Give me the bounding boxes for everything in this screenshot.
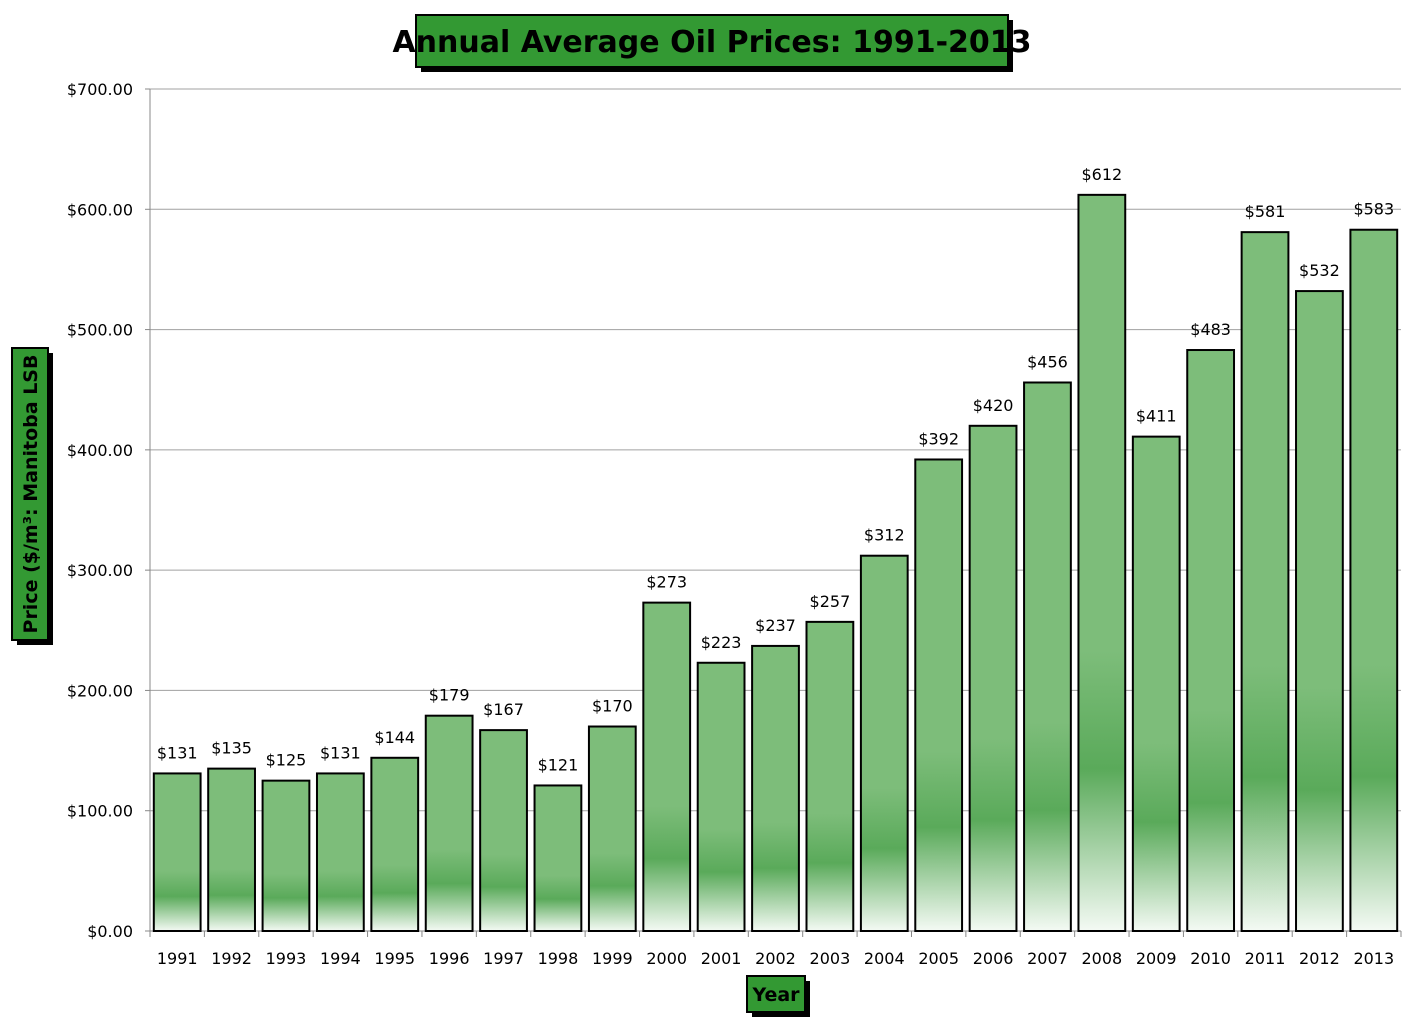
bar-2009 [1131, 435, 1181, 932]
bar-2010 [1186, 349, 1236, 932]
y-tick-label: $300.00 [67, 561, 133, 580]
bar-2013 [1349, 228, 1399, 932]
x-tick-label: 1992 [211, 949, 252, 968]
bar-2005 [914, 458, 964, 932]
data-labels: $131 $135 $125 $131 $144 $179 $167 $121 $170 $273… [157, 165, 1394, 775]
data-label-2005: $392 [918, 429, 959, 448]
x-axis-ticks: 1991 1992 1993 1994 1995 1996 1997 1998 1999 2000… [149, 931, 1402, 968]
x-tick-label: 2006 [973, 949, 1014, 968]
x-tick-label: 1994 [320, 949, 361, 968]
data-label-2003: $257 [810, 592, 851, 611]
x-axis-title: Year [751, 984, 800, 1006]
x-tick-label: 2007 [1027, 949, 1068, 968]
bar-1999 [587, 725, 637, 932]
chart-title: Annual Average Oil Prices: 1991-2013 [392, 25, 1031, 60]
x-tick-label: 1998 [538, 949, 579, 968]
chart-title-box: Annual Average Oil Prices: 1991-2013 [392, 14, 1032, 72]
y-tick-label: $400.00 [67, 441, 133, 460]
data-label-2001: $223 [701, 633, 742, 652]
x-tick-label: 2000 [646, 949, 687, 968]
data-label-1994: $131 [320, 743, 361, 762]
bar-1991 [152, 772, 202, 932]
data-label-1996: $179 [429, 686, 470, 705]
data-label-1993: $125 [266, 751, 307, 770]
y-tick-label: $600.00 [67, 200, 133, 219]
bar-2012 [1295, 290, 1344, 932]
data-label-1997: $167 [483, 700, 524, 719]
x-tick-label: 2012 [1299, 949, 1340, 968]
x-tick-label: 1993 [266, 949, 307, 968]
data-label-2008: $612 [1081, 165, 1122, 184]
x-tick-label: 1991 [157, 949, 198, 968]
bar-1993 [261, 779, 311, 933]
x-axis-title-box: Year [746, 975, 810, 1017]
data-label-2012: $532 [1299, 261, 1340, 280]
data-label-1999: $170 [592, 697, 633, 716]
y-tick-label: $200.00 [67, 681, 133, 700]
bar-1992 [207, 767, 256, 932]
bars [152, 193, 1399, 933]
x-tick-label: 1996 [429, 949, 470, 968]
bar-2002 [751, 644, 800, 932]
y-axis-title-box: Price ($/m³: Manitoba LSB [11, 347, 53, 645]
x-tick-label: 2010 [1190, 949, 1231, 968]
bar-1996 [424, 714, 474, 933]
data-label-1992: $135 [211, 739, 252, 758]
x-tick-label: 1999 [592, 949, 633, 968]
x-tick-label: 2001 [701, 949, 742, 968]
y-tick-label: $100.00 [67, 802, 133, 821]
x-tick-label: 2008 [1081, 949, 1122, 968]
y-tick-label: $700.00 [67, 80, 133, 99]
data-label-2000: $273 [646, 573, 687, 592]
data-label-2013: $583 [1353, 200, 1394, 219]
x-tick-label: 2003 [810, 949, 851, 968]
y-axis-title: Price ($/m³: Manitoba LSB [20, 355, 42, 634]
bar-2000 [642, 601, 692, 932]
y-axis-ticks: $0.00 $100.00 $200.00 $300.00 $400.00 $500.00… [67, 80, 150, 941]
data-label-2006: $420 [973, 396, 1014, 415]
bar-1998 [533, 784, 583, 932]
data-label-2010: $483 [1190, 320, 1231, 339]
y-tick-label: $500.00 [67, 321, 133, 340]
bar-2004 [859, 554, 909, 932]
bar-1994 [315, 772, 365, 932]
data-label-1995: $144 [374, 728, 415, 747]
x-tick-label: 2004 [864, 949, 905, 968]
x-tick-label: 1995 [374, 949, 415, 968]
data-label-2002: $237 [755, 616, 796, 635]
x-tick-label: 2009 [1136, 949, 1177, 968]
y-tick-label: $0.00 [87, 922, 133, 941]
x-tick-label: 2002 [755, 949, 796, 968]
data-label-2011: $581 [1245, 202, 1286, 221]
x-tick-label: 2011 [1245, 949, 1286, 968]
bar-2008 [1077, 193, 1127, 932]
x-tick-label: 2005 [918, 949, 959, 968]
data-label-2007: $456 [1027, 352, 1068, 371]
x-tick-label: 2013 [1353, 949, 1394, 968]
data-label-2004: $312 [864, 526, 905, 545]
bar-2011 [1240, 231, 1290, 932]
data-label-2009: $411 [1136, 407, 1177, 426]
data-label-1991: $131 [157, 743, 198, 762]
bar-2006 [968, 424, 1018, 932]
bar-1997 [479, 729, 528, 932]
bar-1995 [370, 756, 420, 932]
data-label-1998: $121 [538, 755, 579, 774]
bar-2001 [696, 661, 746, 933]
bar-2003 [805, 620, 855, 932]
bar-2007 [1023, 381, 1072, 932]
x-tick-label: 1997 [483, 949, 524, 968]
